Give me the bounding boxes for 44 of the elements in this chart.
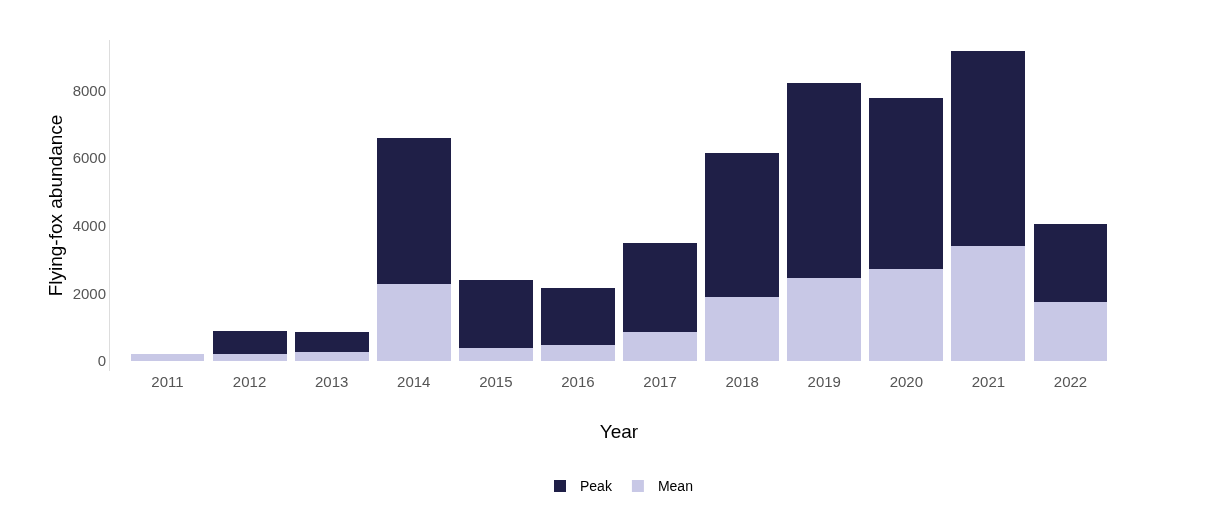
legend-label: Peak	[580, 478, 613, 495]
y-axis-title: Flying-fox abundance	[45, 114, 66, 297]
x-tick-label: 2020	[889, 373, 924, 390]
bar	[787, 278, 862, 361]
bar	[294, 352, 369, 361]
bar	[869, 98, 944, 269]
bar	[376, 137, 451, 284]
bar	[951, 51, 1026, 247]
x-axis-title: Year	[599, 421, 639, 442]
bar	[376, 283, 451, 361]
x-tick-label: 2022	[1053, 373, 1088, 390]
bar	[951, 246, 1026, 361]
bar	[705, 296, 780, 361]
x-tick-label: 2016	[561, 373, 595, 390]
x-tick-label: 2014	[397, 373, 431, 390]
x-tick-label: 2019	[807, 373, 841, 390]
y-tick-label: 0	[97, 352, 106, 370]
y-tick-label: 6000	[72, 149, 106, 167]
x-tick-label: 2015	[479, 373, 513, 390]
x-tick-label: 2012	[232, 373, 267, 390]
y-tick-label: 4000	[72, 217, 106, 235]
y-tick-label: 8000	[72, 81, 106, 99]
bar	[623, 331, 697, 361]
bar	[541, 344, 615, 361]
bar	[458, 348, 533, 361]
bar	[1033, 301, 1108, 361]
legend-label: Mean	[657, 478, 693, 495]
bar	[869, 268, 944, 361]
bar	[705, 152, 780, 297]
bar	[541, 287, 615, 345]
bar	[623, 242, 697, 332]
bar	[130, 354, 205, 361]
x-tick-label: 2018	[725, 373, 759, 390]
bar	[787, 83, 862, 279]
bar	[294, 331, 369, 353]
x-tick-label: 2011	[151, 373, 184, 390]
y-tick-label: 2000	[72, 284, 106, 302]
x-tick-label: 2017	[643, 373, 677, 390]
x-tick-label: 2021	[971, 373, 1006, 390]
x-tick-label: 2013	[314, 373, 349, 390]
bar	[212, 354, 287, 361]
bar	[1033, 223, 1108, 302]
bar	[458, 280, 533, 349]
bar	[212, 330, 287, 355]
